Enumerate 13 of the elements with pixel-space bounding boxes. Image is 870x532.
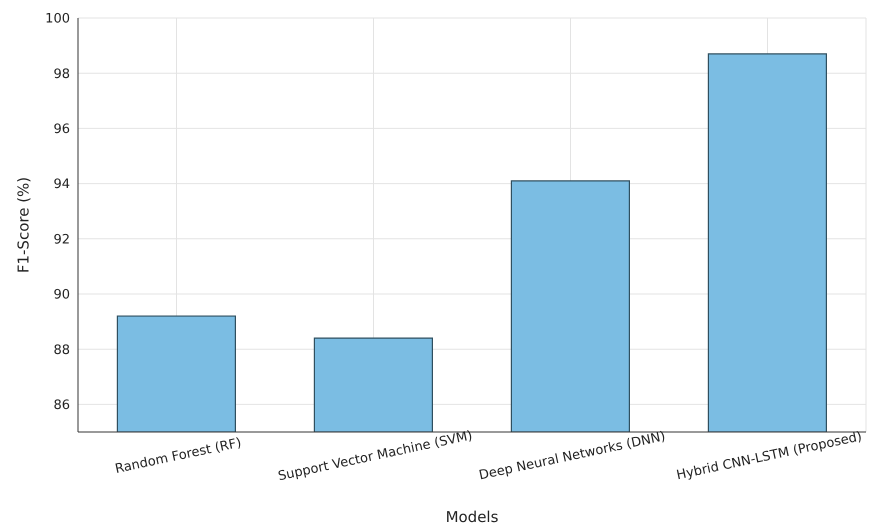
x-tick-label: Deep Neural Networks (DNN) [478,429,667,484]
y-tick-label: 94 [53,177,70,192]
y-tick-label: 98 [53,66,70,82]
y-tick-label: 86 [53,398,70,414]
y-tick-label: 90 [53,288,70,303]
y-tick-label: 96 [53,122,70,138]
y-tick-label: 88 [53,342,70,358]
x-tick-label: Support Vector Machine (SVM) [276,428,474,484]
y-tick-label: 100 [45,12,70,27]
y-tick-label: 92 [53,232,70,248]
x-tick-label: Random Forest (RF) [114,436,243,478]
x-axis-title: Models [446,508,499,526]
y-axis-title: F1-Score (%) [14,176,32,274]
